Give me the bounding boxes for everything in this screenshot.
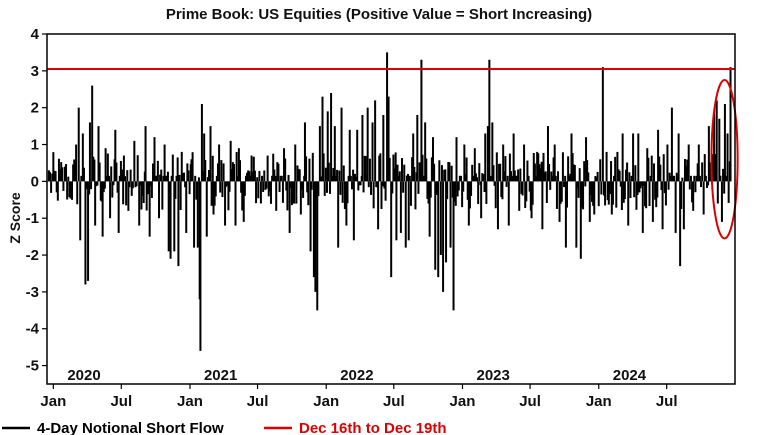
x-tick-label: Jul <box>110 393 132 410</box>
year-label: 2021 <box>204 367 237 384</box>
y-axis: 4 3 2 1 0 -1 -2 -3 -4 -5 <box>26 26 47 375</box>
x-tick-label: Jul <box>383 393 405 410</box>
x-tick-label: Jan <box>586 393 612 410</box>
x-axis: Jan Jul Jan Jul Jan Jul Jan Jul Jan Jul <box>40 384 678 410</box>
y-tick-label: -5 <box>26 358 39 375</box>
x-tick-label: Jan <box>313 393 339 410</box>
legend: 4-Day Notional Short Flow Dec 16th to Dec… <box>2 420 447 435</box>
y-tick-label: -3 <box>26 284 39 301</box>
y-tick-label: -2 <box>26 247 39 264</box>
y-tick-label: 3 <box>31 63 39 80</box>
year-labels: 2020 2021 2022 2023 2024 <box>67 367 646 384</box>
y-tick-label: -1 <box>26 210 39 227</box>
x-tick-label: Jul <box>656 393 678 410</box>
chart-title: Prime Book: US Equities (Positive Value … <box>166 6 592 23</box>
legend-label: 4-Day Notional Short Flow <box>37 420 224 435</box>
x-tick-label: Jul <box>247 393 269 410</box>
x-tick-label: Jul <box>519 393 541 410</box>
y-tick-label: 2 <box>31 100 39 117</box>
bar-series <box>47 52 732 351</box>
legend-label: Dec 16th to Dec 19th <box>299 420 447 435</box>
y-axis-label: Z Score <box>7 192 23 244</box>
year-label: 2024 <box>613 367 647 384</box>
year-label: 2022 <box>340 367 373 384</box>
y-tick-label: 4 <box>31 26 40 43</box>
y-tick-label: -4 <box>26 321 40 338</box>
year-label: 2023 <box>476 367 509 384</box>
plot-frame <box>46 33 736 385</box>
x-tick-label: Jan <box>177 393 203 410</box>
highlight-ellipse <box>710 79 739 240</box>
y-tick-label: 1 <box>31 137 39 154</box>
year-label: 2020 <box>67 367 100 384</box>
x-tick-label: Jan <box>450 393 476 410</box>
x-tick-label: Jan <box>40 393 66 410</box>
y-tick-label: 0 <box>31 173 39 190</box>
